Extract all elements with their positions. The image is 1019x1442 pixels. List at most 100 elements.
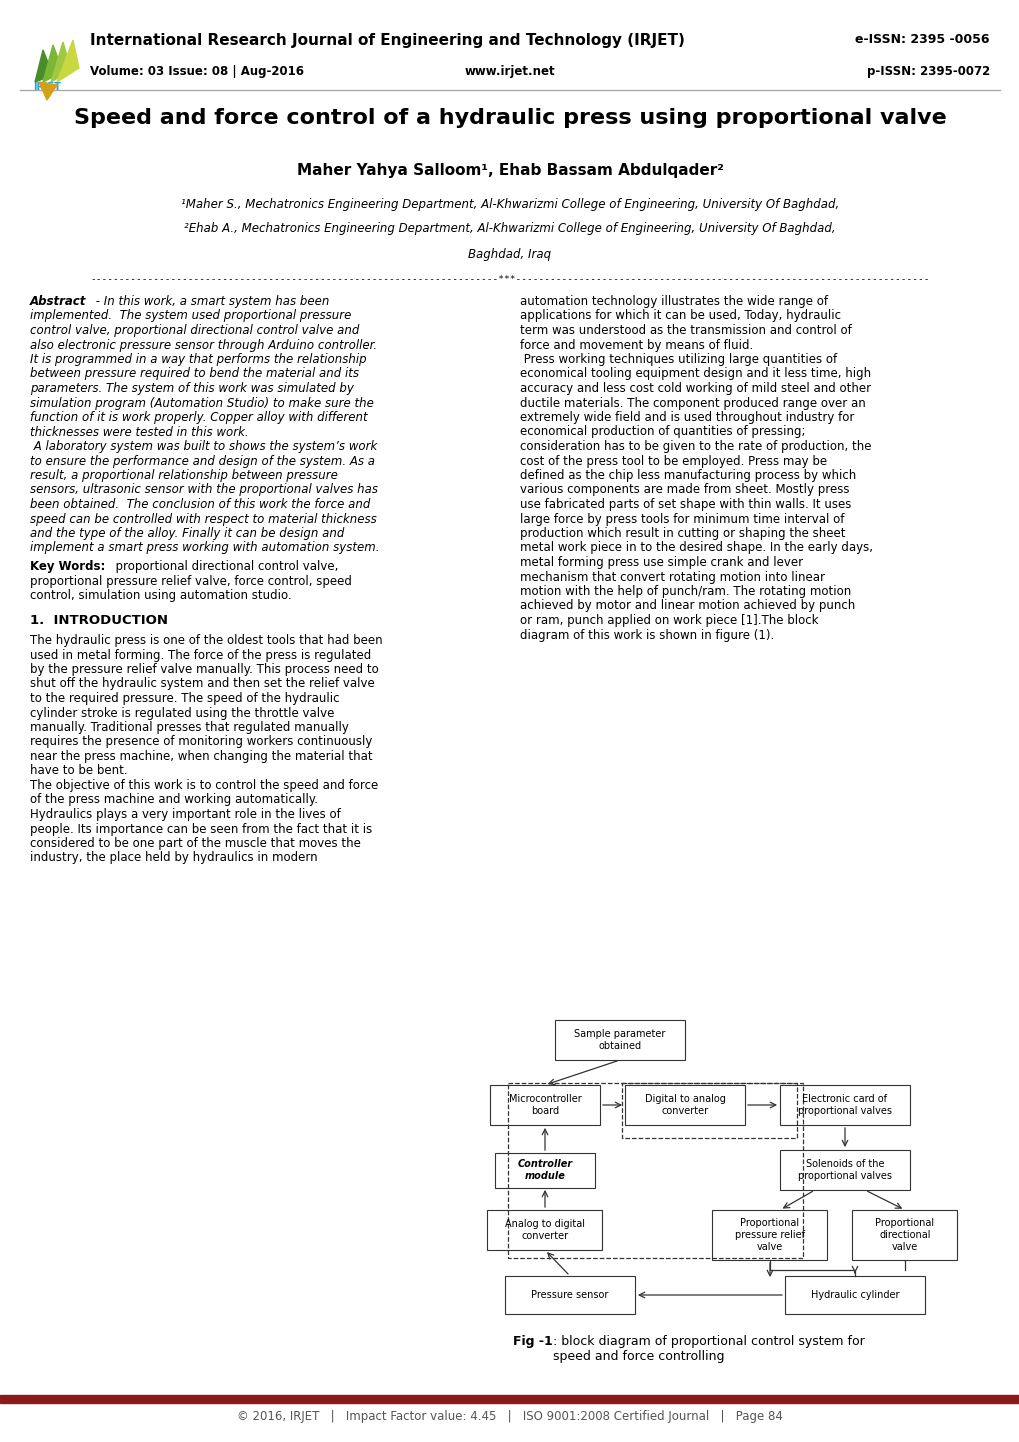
Text: automation technology illustrates the wide range of: automation technology illustrates the wi… — [520, 296, 827, 309]
Text: cost of the press tool to be employed. Press may be: cost of the press tool to be employed. P… — [520, 454, 826, 467]
Text: result, a proportional relationship between pressure: result, a proportional relationship betw… — [30, 469, 337, 482]
Bar — [712, 1210, 826, 1260]
Text: Microcontroller
board: Microcontroller board — [508, 1094, 581, 1116]
Text: It is programmed in a way that performs the relationship: It is programmed in a way that performs … — [30, 353, 366, 366]
Bar — [622, 1083, 796, 1138]
Text: Speed and force control of a hydraulic press using proportional valve: Speed and force control of a hydraulic p… — [73, 108, 946, 128]
Text: Sample parameter
obtained: Sample parameter obtained — [574, 1030, 665, 1051]
Text: extremely wide field and is used throughout industry for: extremely wide field and is used through… — [520, 411, 854, 424]
Text: metal forming press use simple crank and lever: metal forming press use simple crank and… — [520, 557, 802, 570]
Text: cylinder stroke is regulated using the throttle valve: cylinder stroke is regulated using the t… — [30, 707, 334, 720]
Text: have to be bent.: have to be bent. — [30, 764, 127, 777]
Text: consideration has to be given to the rate of production, the: consideration has to be given to the rat… — [520, 440, 870, 453]
Text: people. Its importance can be seen from the fact that it is: people. Its importance can be seen from … — [30, 822, 372, 835]
Text: considered to be one part of the muscle that moves the: considered to be one part of the muscle … — [30, 836, 361, 849]
Text: Volume: 03 Issue: 08 | Aug-2016: Volume: 03 Issue: 08 | Aug-2016 — [90, 65, 304, 78]
Text: between pressure required to bend the material and its: between pressure required to bend the ma… — [30, 368, 359, 381]
Text: ¹Maher S., Mechatronics Engineering Department, Al-Khwarizmi College of Engineer: ¹Maher S., Mechatronics Engineering Depa… — [180, 198, 839, 211]
Text: : block diagram of proportional control system for
speed and force controlling: : block diagram of proportional control … — [552, 1335, 864, 1363]
Text: speed can be controlled with respect to material thickness: speed can be controlled with respect to … — [30, 512, 376, 525]
Text: been obtained.  The conclusion of this work the force and: been obtained. The conclusion of this wo… — [30, 497, 370, 510]
Text: Maher Yahya Salloom¹, Ehab Bassam Abdulqader²: Maher Yahya Salloom¹, Ehab Bassam Abdulq… — [297, 163, 722, 177]
Text: www.irjet.net: www.irjet.net — [465, 65, 554, 78]
Polygon shape — [51, 42, 71, 82]
Text: diagram of this work is shown in figure (1).: diagram of this work is shown in figure … — [520, 629, 773, 642]
Bar — [785, 1276, 924, 1314]
Text: parameters. The system of this work was simulated by: parameters. The system of this work was … — [30, 382, 354, 395]
Text: used in metal forming. The force of the press is regulated: used in metal forming. The force of the … — [30, 649, 371, 662]
Text: ²Ehab A., Mechatronics Engineering Department, Al-Khwarizmi College of Engineeri: ²Ehab A., Mechatronics Engineering Depar… — [184, 222, 835, 235]
Text: Proportional
directional
valve: Proportional directional valve — [874, 1218, 933, 1252]
Text: sensors, ultrasonic sensor with the proportional valves has: sensors, ultrasonic sensor with the prop… — [30, 483, 378, 496]
Bar — [852, 1210, 957, 1260]
Text: control valve, proportional directional control valve and: control valve, proportional directional … — [30, 324, 359, 337]
Text: Hydraulic cylinder: Hydraulic cylinder — [810, 1291, 899, 1301]
Bar — [780, 1151, 909, 1190]
Text: IRJET: IRJET — [33, 82, 61, 92]
Text: metal work piece in to the desired shape. In the early days,: metal work piece in to the desired shape… — [520, 542, 872, 555]
Text: ductile materials. The component produced range over an: ductile materials. The component produce… — [520, 397, 865, 410]
Text: by the pressure relief valve manually. This process need to: by the pressure relief valve manually. T… — [30, 663, 378, 676]
Text: achieved by motor and linear motion achieved by punch: achieved by motor and linear motion achi… — [520, 600, 854, 613]
Text: manually. Traditional presses that regulated manually: manually. Traditional presses that regul… — [30, 721, 348, 734]
Text: Controller
module: Controller module — [517, 1159, 572, 1181]
Bar — [487, 1210, 602, 1250]
Bar — [625, 1084, 744, 1125]
Text: simulation program (Automation Studio) to make sure the: simulation program (Automation Studio) t… — [30, 397, 374, 410]
Polygon shape — [39, 82, 57, 99]
Text: Key Words:: Key Words: — [30, 559, 105, 572]
Bar — [507, 1083, 802, 1257]
Text: proportional pressure relief valve, force control, speed: proportional pressure relief valve, forc… — [30, 574, 352, 587]
Text: to the required pressure. The speed of the hydraulic: to the required pressure. The speed of t… — [30, 692, 339, 705]
Text: Press working techniques utilizing large quantities of: Press working techniques utilizing large… — [520, 353, 837, 366]
Text: large force by press tools for minimum time interval of: large force by press tools for minimum t… — [520, 512, 844, 525]
Text: thicknesses were tested in this work.: thicknesses were tested in this work. — [30, 425, 249, 438]
Text: near the press machine, when changing the material that: near the press machine, when changing th… — [30, 750, 372, 763]
Text: implemented.  The system used proportional pressure: implemented. The system used proportiona… — [30, 310, 351, 323]
Text: Electronic card of
proportional valves: Electronic card of proportional valves — [797, 1094, 892, 1116]
Text: motion with the help of punch/ram. The rotating motion: motion with the help of punch/ram. The r… — [520, 585, 851, 598]
Text: The objective of this work is to control the speed and force: The objective of this work is to control… — [30, 779, 378, 792]
Text: -----------------------------------------------------------------------***------: ----------------------------------------… — [90, 274, 929, 283]
Text: and the type of the alloy. Finally it can be design and: and the type of the alloy. Finally it ca… — [30, 526, 344, 539]
Text: various components are made from sheet. Mostly press: various components are made from sheet. … — [520, 483, 849, 496]
Bar — [0, 1394, 1019, 1403]
Text: production which result in cutting or shaping the sheet: production which result in cutting or sh… — [520, 526, 845, 539]
Text: shut off the hydraulic system and then set the relief valve: shut off the hydraulic system and then s… — [30, 678, 374, 691]
Polygon shape — [57, 40, 78, 82]
Text: Analog to digital
converter: Analog to digital converter — [504, 1218, 585, 1240]
Polygon shape — [43, 45, 63, 82]
Text: defined as the chip less manufacturing process by which: defined as the chip less manufacturing p… — [520, 469, 855, 482]
Bar — [554, 1019, 685, 1060]
Text: to ensure the performance and design of the system. As a: to ensure the performance and design of … — [30, 454, 375, 467]
Text: International Research Journal of Engineering and Technology (IRJET): International Research Journal of Engine… — [90, 33, 684, 48]
Text: accuracy and less cost cold working of mild steel and other: accuracy and less cost cold working of m… — [520, 382, 870, 395]
Text: implement a smart press working with automation system.: implement a smart press working with aut… — [30, 542, 379, 555]
Text: The hydraulic press is one of the oldest tools that had been: The hydraulic press is one of the oldest… — [30, 634, 382, 647]
Text: e-ISSN: 2395 -0056: e-ISSN: 2395 -0056 — [855, 33, 989, 46]
Text: term was understood as the transmission and control of: term was understood as the transmission … — [520, 324, 851, 337]
Text: p-ISSN: 2395-0072: p-ISSN: 2395-0072 — [866, 65, 989, 78]
Text: economical tooling equipment design and it less time, high: economical tooling equipment design and … — [520, 368, 870, 381]
Text: Fig -1: Fig -1 — [513, 1335, 552, 1348]
Bar — [489, 1084, 599, 1125]
Text: control, simulation using automation studio.: control, simulation using automation stu… — [30, 588, 291, 601]
Text: Abstract: Abstract — [30, 296, 87, 309]
Text: requires the presence of monitoring workers continuously: requires the presence of monitoring work… — [30, 735, 372, 748]
Text: © 2016, IRJET   |   Impact Factor value: 4.45   |   ISO 9001:2008 Certified Jour: © 2016, IRJET | Impact Factor value: 4.4… — [236, 1410, 783, 1423]
Text: Hydraulics plays a very important role in the lives of: Hydraulics plays a very important role i… — [30, 808, 340, 820]
Text: function of it is work properly. Copper alloy with different: function of it is work properly. Copper … — [30, 411, 367, 424]
Bar — [504, 1276, 635, 1314]
Text: industry, the place held by hydraulics in modern: industry, the place held by hydraulics i… — [30, 851, 317, 865]
Text: economical production of quantities of pressing;: economical production of quantities of p… — [520, 425, 805, 438]
Text: applications for which it can be used, Today, hydraulic: applications for which it can be used, T… — [520, 310, 841, 323]
Text: proportional directional control valve,: proportional directional control valve, — [108, 559, 338, 572]
Text: of the press machine and working automatically.: of the press machine and working automat… — [30, 793, 318, 806]
Bar — [780, 1084, 909, 1125]
Bar — [494, 1152, 594, 1188]
Text: also electronic pressure sensor through Arduino controller.: also electronic pressure sensor through … — [30, 339, 377, 352]
Text: 1.  INTRODUCTION: 1. INTRODUCTION — [30, 613, 168, 626]
Text: Pressure sensor: Pressure sensor — [531, 1291, 608, 1301]
Polygon shape — [35, 50, 53, 82]
Text: force and movement by means of fluid.: force and movement by means of fluid. — [520, 339, 752, 352]
